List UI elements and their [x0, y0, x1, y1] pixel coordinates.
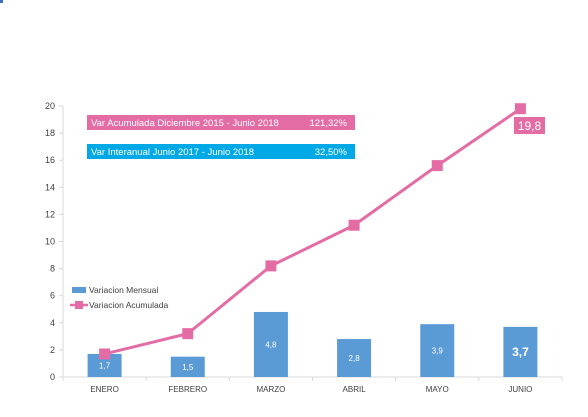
info-box-interannual-text: Var Interanual Junio 2017 - Junio 2018 [91, 147, 254, 158]
x-tick-label: FEBRERO [168, 385, 207, 394]
bar [170, 356, 205, 377]
end-label-text: 19,8 [518, 119, 542, 133]
bar [503, 326, 538, 377]
line-marker [514, 103, 526, 115]
y-tick-label: 12 [45, 209, 55, 219]
x-axis: ENERO FEBRERO MARZO ABRIL MAYO JUNIO [62, 376, 563, 394]
bar-data-label: 1,7 [99, 361, 111, 370]
info-box-interannual-value: 32,50% [315, 147, 348, 158]
y-tick-label: 8 [50, 264, 55, 274]
bar-data-label: 3,7 [512, 345, 529, 359]
y-tick-label: 16 [45, 155, 55, 165]
legend-bar-label: Variacion Mensual [89, 285, 158, 295]
info-box-interannual: Var Interanual Junio 2017 - Junio 2018 3… [87, 144, 355, 159]
y-tick-label: 2 [50, 345, 55, 355]
line-marker [431, 160, 443, 172]
x-tick-label: JUNIO [508, 385, 532, 394]
info-box-accumulated-value: 121,32% [309, 118, 347, 129]
y-tick-label: 0 [50, 372, 55, 382]
line-path [104, 107, 522, 356]
line-marker [348, 219, 360, 231]
legend-line-marker [75, 301, 83, 309]
legend-line-label: Variacion Acumulada [89, 300, 168, 310]
y-tick-label: 6 [50, 291, 55, 301]
bar [420, 324, 455, 377]
bar [87, 353, 122, 377]
line-marker [182, 328, 194, 340]
bar [337, 339, 372, 377]
bar [253, 311, 288, 377]
x-tick-label: ENERO [90, 385, 118, 394]
bar-data-label: 1,5 [182, 363, 194, 372]
bar-data-label: 3,9 [432, 347, 444, 356]
bar-series [87, 311, 538, 377]
bar-data-label: 2,8 [349, 354, 361, 363]
line-series [99, 103, 526, 360]
end-label-bg [514, 117, 545, 134]
info-box-accumulated: Var Acumulada Diciembre 2015 - Junio 201… [87, 115, 355, 130]
x-tick-label: ABRIL [343, 385, 367, 394]
y-tick-label: 14 [45, 182, 55, 192]
y-tick-label: 20 [45, 101, 55, 111]
info-box-interannual-bg [87, 144, 355, 159]
line-marker [265, 260, 277, 272]
y-tick-label: 10 [45, 237, 55, 247]
bar-labels: 1,7 1,5 4,8 2,8 3,9 3,7 [99, 340, 529, 371]
x-tick-label: MARZO [256, 385, 285, 394]
y-tick-label: 4 [50, 318, 55, 328]
info-box-accumulated-bg [87, 115, 355, 130]
legend: Variacion Mensual Variacion Acumulada [70, 285, 168, 310]
legend-bar-swatch [72, 287, 86, 293]
end-label: 19,8 [514, 117, 545, 134]
y-tick-label: 18 [45, 128, 55, 138]
bar-data-label: 4,8 [265, 340, 277, 349]
info-box-accumulated-text: Var Acumulada Diciembre 2015 - Junio 201… [91, 118, 279, 129]
corner-dot [0, 0, 3, 3]
line-marker [99, 348, 111, 360]
x-tick-label: MAYO [426, 385, 449, 394]
y-axis: 0 2 4 6 8 10 12 14 16 18 20 [45, 101, 64, 382]
